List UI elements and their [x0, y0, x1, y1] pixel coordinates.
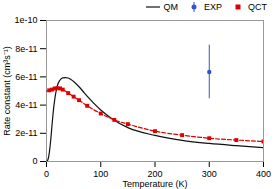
html-text:EXP: EXP: [204, 2, 222, 12]
svg-text:0: 0: [32, 156, 37, 166]
svg-text:100: 100: [93, 169, 108, 179]
svg-text:4e-11: 4e-11: [15, 100, 37, 110]
html-text:QCT: QCT: [248, 2, 267, 12]
svg-text:8e-11: 8e-11: [15, 44, 37, 54]
svg-text:200: 200: [147, 169, 162, 179]
svg-text:Rate constant (cm³s⁻¹): Rate constant (cm³s⁻¹): [2, 46, 12, 136]
svg-text:2e-11: 2e-11: [15, 128, 37, 138]
svg-text:400: 400: [256, 169, 271, 179]
svg-text:0: 0: [44, 169, 49, 179]
svg-text:Temperature (K): Temperature (K): [122, 179, 187, 189]
svg-text:1e-10: 1e-10: [14, 15, 37, 25]
html-text:QM: QM: [163, 2, 178, 12]
svg-text:6e-11: 6e-11: [15, 72, 37, 82]
svg-text:300: 300: [202, 169, 217, 179]
